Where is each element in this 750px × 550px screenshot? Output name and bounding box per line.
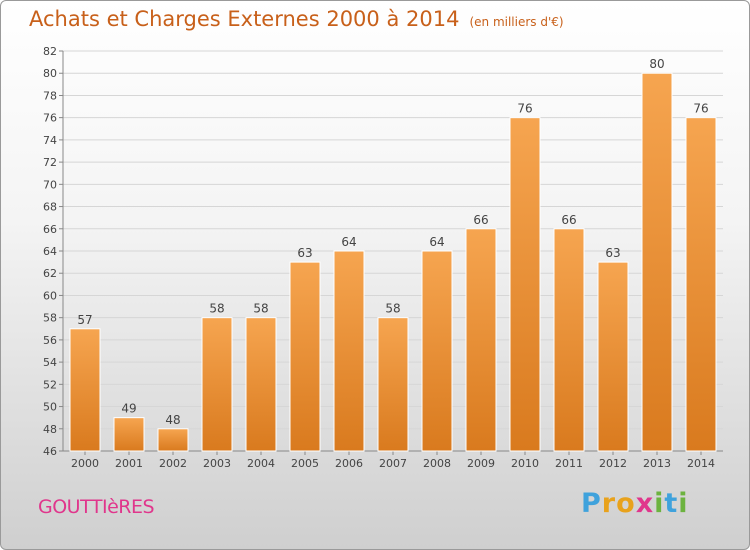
x-tick-label: 2001 [115,457,143,470]
x-tick-label: 2008 [423,457,451,470]
commune-name: GOUTTIèRES [38,496,155,518]
bars [69,72,717,452]
y-tick-label: 76 [43,112,57,125]
x-tick-label: 2000 [71,457,99,470]
y-tick-label: 66 [43,223,57,236]
data-label: 76 [693,102,708,116]
bar [245,317,277,452]
y-tick-label: 52 [43,378,57,391]
bar [377,317,409,452]
logo-letter: i [678,488,689,519]
bar [553,228,585,452]
x-tick-label: 2003 [203,457,231,470]
bar [509,117,541,452]
x-tick-label: 2005 [291,457,319,470]
chart-title: Achats et Charges Externes 2000 à 2014 (e… [29,7,564,31]
data-label: 48 [165,413,180,427]
bar [289,261,321,452]
chart-subtitle: (en milliers d'€) [469,15,564,29]
logo-letter: P [581,488,602,519]
data-label: 66 [561,213,576,227]
axes: 46 48 50 52 54 56 58 60 62 64 66 68 70 72 74 76 78 80 82 20… [43,45,723,470]
y-tick-label: 58 [43,312,57,325]
bar [157,428,189,452]
data-label: 58 [385,302,400,316]
logo-letter: x [635,488,655,519]
bar [641,72,673,452]
y-tick-label: 80 [43,67,57,80]
y-tick-label: 82 [43,45,57,58]
bar [597,261,629,452]
x-tick-label: 2002 [159,457,187,470]
data-label: 80 [649,57,664,71]
y-tick-label: 64 [43,245,57,258]
logo-letter: o [616,488,636,519]
bar [113,417,145,452]
bar [333,250,365,452]
data-label: 57 [77,313,92,327]
data-label: 58 [209,302,224,316]
y-tick-label: 50 [43,401,57,414]
logo-letter: i [654,488,665,519]
bar [465,228,497,452]
data-label: 76 [517,102,532,116]
x-tick-label: 2006 [335,457,363,470]
data-label: 58 [253,302,268,316]
y-tick-label: 62 [43,267,57,280]
proxiti-logo: Proxiti [581,488,689,519]
bar [685,117,717,452]
y-tick-label: 54 [43,356,57,369]
x-tick-label: 2007 [379,457,407,470]
y-tick-label: 68 [43,201,57,214]
y-tick-label: 70 [43,178,57,191]
data-label: 64 [429,235,444,249]
x-tick-label: 2004 [247,457,275,470]
x-tick-label: 2012 [599,457,627,470]
x-tick-label: 2009 [467,457,495,470]
y-tick-label: 60 [43,289,57,302]
bar [421,250,453,452]
data-label: 63 [297,246,312,260]
y-tick-label: 48 [43,423,57,436]
x-tick-label: 2013 [643,457,671,470]
chart-title-text: Achats et Charges Externes 2000 à 2014 [29,7,460,31]
logo-letter: r [601,488,617,519]
data-label: 63 [605,246,620,260]
y-tick-label: 56 [43,334,57,347]
bar [201,317,233,452]
y-tick-label: 46 [43,445,57,458]
data-label: 66 [473,213,488,227]
bar [69,328,101,452]
y-tick-label: 78 [43,89,57,102]
y-tick-label: 74 [43,134,57,147]
x-tick-label: 2011 [555,457,583,470]
y-tick-label: 72 [43,156,57,169]
data-labels: 57 49 48 58 58 63 64 58 64 66 76 66 63 80 76 [77,57,708,427]
x-tick-label: 2010 [511,457,539,470]
data-label: 64 [341,235,356,249]
data-label: 49 [121,402,136,416]
x-tick-label: 2014 [687,457,715,470]
logo-letter: t [664,488,679,519]
